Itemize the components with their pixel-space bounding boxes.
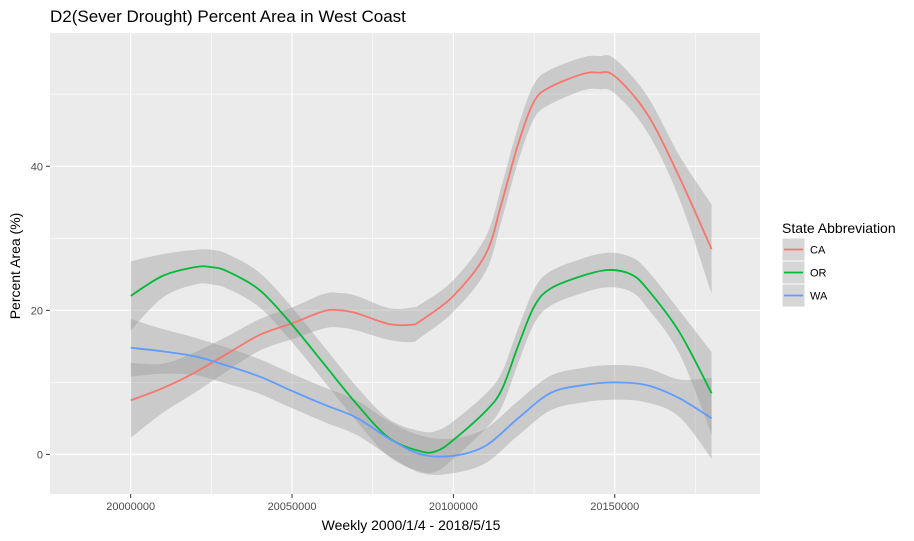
x-tick-label: 20050000	[268, 501, 317, 513]
series-line-wa	[130, 346, 713, 458]
y-tick-label: 40	[31, 161, 43, 173]
x-axis: 20000000 20050000 20100000 20150000	[106, 494, 639, 513]
minor-gridlines	[50, 33, 760, 494]
y-axis-title: Percent Area (%)	[7, 213, 23, 320]
legend: State Abbreviation CA OR WA	[781, 220, 896, 308]
series-line-ca	[130, 71, 713, 402]
plot-panel	[50, 33, 760, 494]
ribbon-wa	[130, 318, 712, 475]
series-lines	[130, 71, 713, 458]
legend-item-ca: CA	[781, 237, 826, 262]
chart-title: D2(Sever Drought) Percent Area in West C…	[50, 7, 406, 26]
y-axis: 0 20 40	[31, 161, 50, 461]
legend-item-wa: WA	[781, 283, 828, 308]
x-tick-label: 20100000	[429, 501, 478, 513]
legend-title: State Abbreviation	[782, 220, 896, 236]
plot-background	[50, 33, 760, 494]
legend-items: CA OR WA	[781, 237, 828, 308]
legend-label-wa: WA	[810, 291, 828, 303]
x-axis-title: Weekly 2000/1/4 - 2018/5/15	[322, 517, 501, 533]
ribbon-ca	[130, 55, 712, 438]
series-line-or	[130, 265, 713, 454]
y-tick-label: 0	[37, 449, 43, 461]
x-tick-label: 20150000	[590, 501, 639, 513]
legend-label-or: OR	[810, 268, 827, 280]
y-tick-label: 20	[31, 305, 43, 317]
major-gridlines	[50, 33, 760, 494]
legend-label-ca: CA	[810, 245, 826, 257]
legend-item-or: OR	[781, 260, 827, 285]
x-tick-label: 20000000	[106, 501, 155, 513]
